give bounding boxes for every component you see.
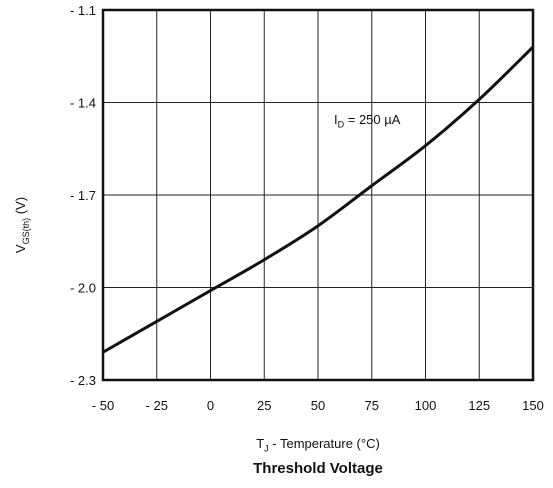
x-axis-label: TJ - Temperature (°C) — [103, 436, 533, 454]
annotation-sub: D — [337, 119, 345, 130]
y-tick-label: - 1.4 — [70, 96, 96, 111]
annotation-main: I — [334, 112, 338, 127]
x-tick-label: 150 — [522, 398, 544, 413]
x-tick-label: - 25 — [146, 398, 168, 413]
annotation-rest: = 250 µA — [344, 112, 401, 127]
y-axis-label-main: V — [13, 244, 29, 254]
grid-lines — [102, 9, 534, 381]
y-axis-label-sub: GS(th) — [20, 217, 31, 245]
y-axis-label: VGS(th) (V) — [13, 197, 31, 253]
y-tick-label: - 1.7 — [70, 188, 96, 203]
x-tick-labels: - 50 - 25 0 25 50 75 100 125 150 — [92, 398, 544, 413]
x-tick-label: 50 — [311, 398, 325, 413]
x-tick-label: 100 — [415, 398, 437, 413]
x-tick-label: 0 — [207, 398, 214, 413]
series-layer — [102, 45, 535, 354]
x-tick-label: - 50 — [92, 398, 114, 413]
y-tick-label: - 2.3 — [70, 373, 96, 388]
threshold-voltage-line — [102, 45, 535, 354]
x-axis-label-main: T — [256, 436, 265, 451]
x-axis-label-sub: J — [264, 443, 269, 454]
x-tick-label: 125 — [468, 398, 490, 413]
plot-frame — [101, 8, 535, 382]
y-tick-label: - 2.0 — [70, 281, 96, 296]
x-axis-label-rest: - Temperature (°C) — [268, 436, 380, 451]
y-tick-labels: - 1.1 - 1.4 - 1.7 - 2.0 - 2.3 — [70, 3, 96, 388]
x-tick-label: 75 — [365, 398, 379, 413]
x-tick-label: 25 — [257, 398, 271, 413]
y-tick-label: - 1.1 — [70, 3, 96, 18]
chart-title: Threshold Voltage — [253, 460, 383, 477]
condition-annotation: ID = 250 µA — [334, 112, 400, 130]
y-axis-label-rest: (V) — [13, 196, 29, 218]
